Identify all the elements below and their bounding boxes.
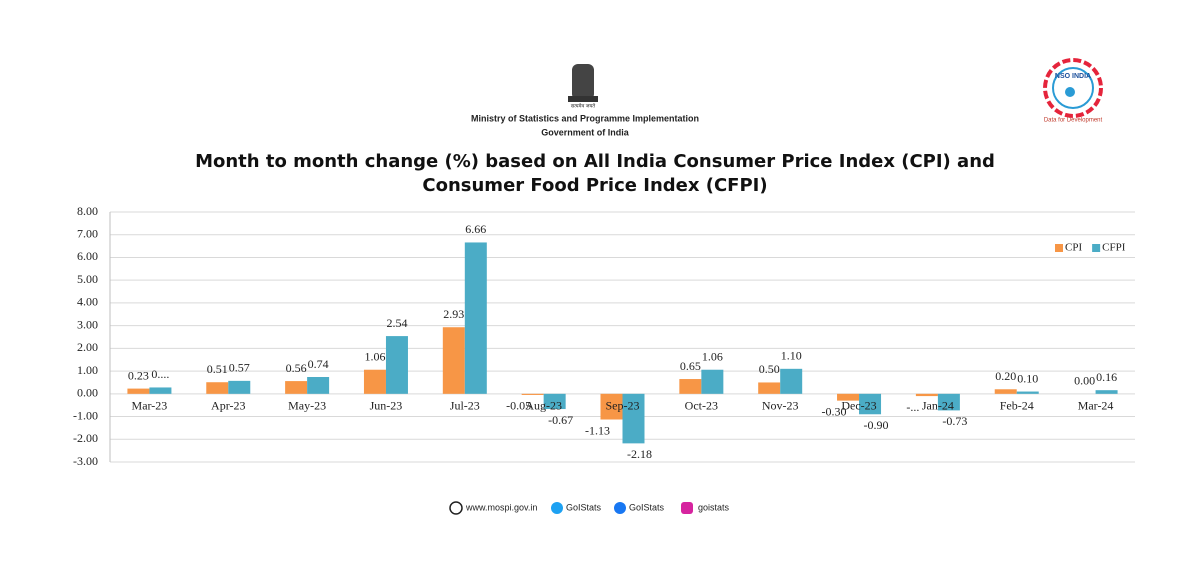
y-tick-label: 2.00 (77, 340, 98, 354)
bar (994, 389, 1017, 394)
y-tick-label: 1.00 (77, 363, 98, 377)
chart-title: Month to month change (%) based on All I… (195, 151, 995, 196)
y-tick-label: 3.00 (77, 317, 98, 331)
bar (285, 381, 308, 394)
bar (206, 382, 229, 394)
bar (1016, 391, 1039, 394)
footer-facebook: GoIStats (629, 502, 665, 512)
bar (758, 382, 781, 394)
value-label: 0.23 (128, 368, 149, 382)
x-tick-label: Jan-24 (922, 399, 954, 413)
value-label: 0.51 (207, 362, 228, 376)
x-tick-label: May-23 (288, 399, 326, 413)
value-label: 2.93 (443, 307, 464, 321)
legend-swatch (1092, 244, 1101, 252)
value-label: 2.54 (386, 316, 407, 330)
value-label: 0.65 (680, 359, 701, 373)
y-tick-label: 8.00 (77, 204, 98, 218)
legend-label: CPI (1065, 242, 1082, 254)
value-label: -1.13 (585, 423, 610, 437)
x-tick-label: Aug-23 (525, 399, 562, 413)
value-label: 0.57 (229, 361, 250, 375)
bar (363, 369, 386, 394)
emblem (568, 64, 598, 102)
value-label: -... (906, 400, 919, 414)
title-box: Month to month change (%) based on All I… (195, 151, 995, 196)
value-label: 1.10 (781, 349, 802, 363)
value-label: 0.20 (995, 369, 1016, 383)
value-label: 0.... (151, 367, 169, 381)
value-label: 0.10 (1017, 371, 1038, 385)
x-tick-label: Dec-23 (841, 399, 876, 413)
bar (915, 393, 938, 397)
bar (464, 242, 487, 394)
value-label: 0.16 (1096, 370, 1117, 384)
x-tick-label: Mar-24 (1078, 399, 1114, 413)
bar (543, 393, 566, 410)
bar (600, 393, 623, 420)
footer-instagram: goistats (698, 502, 730, 512)
bar (837, 393, 860, 401)
x-tick-label: Jun-23 (370, 399, 403, 413)
y-tick-label: -1.00 (73, 408, 98, 422)
bar (228, 380, 251, 394)
y-tick-label: -3.00 (73, 454, 98, 468)
value-label: 0.74 (308, 357, 329, 371)
legend-label: CFPI (1102, 242, 1126, 254)
value-label: -0.90 (864, 418, 889, 432)
y-tick-label: 6.00 (77, 249, 98, 263)
bar (1095, 390, 1118, 394)
bar (385, 336, 408, 394)
ministry: Ministry of Statistics and Programme Imp… (471, 113, 699, 123)
bar (679, 379, 702, 394)
bar (442, 327, 465, 394)
bar (307, 377, 330, 394)
logo-name: NSO INDIA (1055, 73, 1091, 80)
legend-swatch (1055, 244, 1063, 252)
bar (149, 387, 172, 394)
y-tick-label: 5.00 (77, 272, 98, 286)
x-tick-label: Jul-23 (450, 399, 480, 413)
value-label: 0.50 (759, 362, 780, 376)
nso-logo (1043, 58, 1103, 118)
value-label: -2.18 (627, 447, 652, 461)
x-tick-label: Feb-24 (1000, 399, 1034, 413)
x-tick-label: Oct-23 (685, 399, 718, 413)
footer-website: www.mospi.gov.in (465, 502, 537, 512)
x-tick-label: Mar-23 (132, 399, 168, 413)
bar (859, 393, 882, 415)
emblem-text: सत्यमेव जयते (571, 102, 595, 109)
footer-twitter: GoIStats (566, 502, 602, 512)
value-label: 1.06 (702, 349, 723, 363)
y-tick-label: 7.00 (77, 226, 98, 240)
x-tick-label: Apr-23 (211, 399, 245, 413)
bar (622, 393, 645, 444)
value-label: 1.06 (364, 349, 385, 363)
value-label: -0.67 (548, 413, 573, 427)
x-tick-label: Nov-23 (762, 399, 799, 413)
x-tick-label: Sep-23 (606, 399, 640, 413)
government: Government of India (541, 127, 630, 137)
plot: -3.00 -2.00 -1.00 0.00 1.00 2.00 3.00 4.00 5.00 6… (73, 204, 1135, 468)
y-tick-label: 0.00 (77, 386, 98, 400)
value-label: -0.05 (506, 399, 531, 413)
value-label: 0.56 (286, 361, 307, 375)
value-label: -0.30 (822, 404, 847, 418)
y-tick-label: 4.00 (77, 295, 98, 309)
value-label: 6.66 (465, 222, 486, 236)
bar (780, 368, 803, 394)
value-label: -0.73 (942, 414, 967, 428)
bar (701, 369, 724, 394)
logo-tagline: Data for Development (1044, 118, 1103, 124)
bar (127, 388, 150, 394)
bar (937, 393, 960, 411)
y-tick-label: -2.00 (73, 431, 98, 445)
bar (521, 393, 544, 395)
footer-icons (449, 501, 693, 515)
value-label: 0.00 (1074, 374, 1095, 388)
